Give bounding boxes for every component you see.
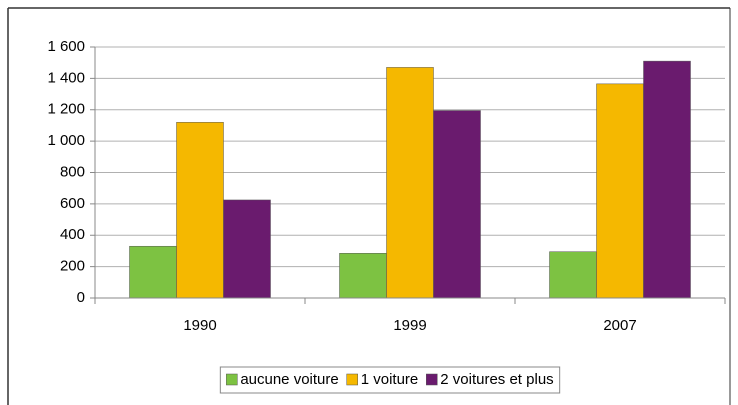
legend-label: 1 voiture bbox=[361, 371, 419, 388]
x-tick-label: 2007 bbox=[603, 317, 636, 334]
bar bbox=[129, 245, 177, 299]
x-tick-label: 1999 bbox=[393, 317, 426, 334]
bar bbox=[339, 253, 387, 299]
bar bbox=[596, 83, 644, 299]
x-tick-label: 1990 bbox=[183, 317, 216, 334]
y-tick-label: 1 000 bbox=[47, 132, 85, 149]
bar bbox=[549, 251, 597, 299]
legend: aucune voiture 1 voiture 2 voitures et plu… bbox=[219, 366, 561, 394]
bar bbox=[386, 67, 434, 299]
y-tick-label: 1 400 bbox=[47, 69, 85, 86]
y-tick-label: 600 bbox=[60, 195, 85, 212]
legend-swatch bbox=[346, 373, 358, 386]
y-tick-label: 800 bbox=[60, 163, 85, 180]
legend-swatch bbox=[426, 373, 438, 386]
y-tick-label: 400 bbox=[60, 226, 85, 243]
y-tick-label: 1 200 bbox=[47, 101, 85, 118]
legend-label: aucune voiture bbox=[240, 371, 338, 388]
bar bbox=[433, 110, 481, 299]
bar bbox=[643, 60, 691, 299]
bar bbox=[176, 122, 224, 299]
legend-swatch bbox=[226, 373, 238, 386]
y-tick-label: 0 bbox=[77, 289, 85, 306]
bar bbox=[223, 199, 271, 299]
y-tick-label: 1 600 bbox=[47, 38, 85, 55]
legend-label: 2 voitures et plus bbox=[440, 371, 553, 388]
y-tick-label: 200 bbox=[60, 258, 85, 275]
legend-box bbox=[219, 366, 561, 394]
